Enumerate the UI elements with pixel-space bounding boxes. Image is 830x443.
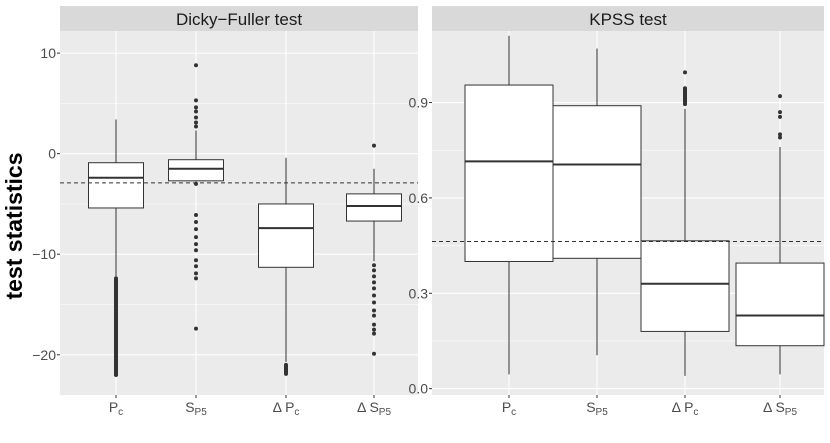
outlier-point [372,308,376,313]
outlier-point [194,227,198,232]
box-1 [88,119,144,377]
box-iqr [88,162,144,209]
box-iqr [464,84,554,262]
outlier-point [194,120,198,125]
facet-title: KPSS test [589,10,667,29]
outlier-point [194,326,198,331]
outlier-point [194,264,198,269]
x-tick-label: SP5 [185,399,207,418]
y-tick-label: −10 [32,246,56,262]
dense-outlier-band [683,88,687,105]
outlier-point [194,109,198,114]
outlier-point [372,322,376,327]
outlier-point [372,351,376,356]
outlier-point [194,271,198,276]
box-3 [258,157,314,376]
outlier-point [372,280,376,285]
outlier-point [778,132,782,137]
outlier-point [778,114,782,119]
outlier-point [372,293,376,298]
outlier-point [194,248,198,253]
x-tick-label: Δ SP5 [357,399,391,418]
outlier-point [194,258,198,263]
y-tick-label: 10 [40,45,56,61]
x-tick-label: Δ Pc [273,399,300,418]
box-2 [168,63,224,331]
outlier-point [372,263,376,268]
y-tick-label: −20 [32,347,56,363]
outlier-point [194,105,198,110]
outlier-point [683,70,687,75]
outlier-point [372,327,376,332]
outlier-point [194,124,198,129]
outlier-point [372,313,376,318]
dense-outlier-band [114,276,118,377]
outlier-point [372,286,376,291]
box-iqr [346,193,402,222]
box-4 [346,143,402,356]
x-tick-label: SP5 [586,399,608,418]
y-tick-label: 0 [48,146,56,162]
box-iqr [640,240,730,332]
facet-strip [60,6,418,31]
outlier-point [372,268,376,273]
x-tick-label: Pc [502,399,516,418]
x-tick-label: Δ SP5 [763,399,797,418]
outlier-point [194,213,198,218]
y-tick-label: 0.3 [409,285,429,301]
box-iqr [168,159,224,182]
outlier-point [194,235,198,240]
facet-panels: Dicky−Fuller test −20 −10 0 10 Pc SP5 Δ Pc Δ SP5… [32,6,825,418]
outlier-point [778,110,782,115]
facet-strip [432,6,824,31]
y-tick-label: 0.0 [409,381,429,397]
x-tick-label: Δ Pc [672,399,699,418]
box-1 [464,35,554,375]
panel-2: KPSS test 0.0 0.3 0.6 0.9 Pc SP5 Δ Pc Δ SP5 [409,6,825,418]
facet-title: Dicky−Fuller test [176,10,302,29]
y-axis-label: test statistics [1,152,27,299]
outlier-point [194,98,198,103]
outlier-point [372,274,376,279]
outlier-point [372,331,376,336]
outlier-point [372,143,376,148]
panel-1: Dicky−Fuller test −20 −10 0 10 Pc SP5 Δ Pc Δ SP5 [32,6,418,418]
x-tick-label: Pc [109,399,123,418]
box-iqr [552,105,642,259]
outlier-point [778,94,782,99]
dense-outlier-band [284,363,288,375]
outlier-point [194,276,198,281]
box-4 [735,94,825,375]
outlier-point [372,300,376,305]
y-tick-label: 0.6 [409,190,429,206]
box-iqr [258,203,314,268]
box-2 [552,48,642,356]
outlier-point [194,115,198,120]
outlier-point [194,242,198,247]
outlier-point [194,63,198,68]
box-iqr [735,262,825,347]
outlier-point [778,135,782,140]
y-tick-label: 0.9 [409,95,429,111]
outlier-point [194,220,198,225]
